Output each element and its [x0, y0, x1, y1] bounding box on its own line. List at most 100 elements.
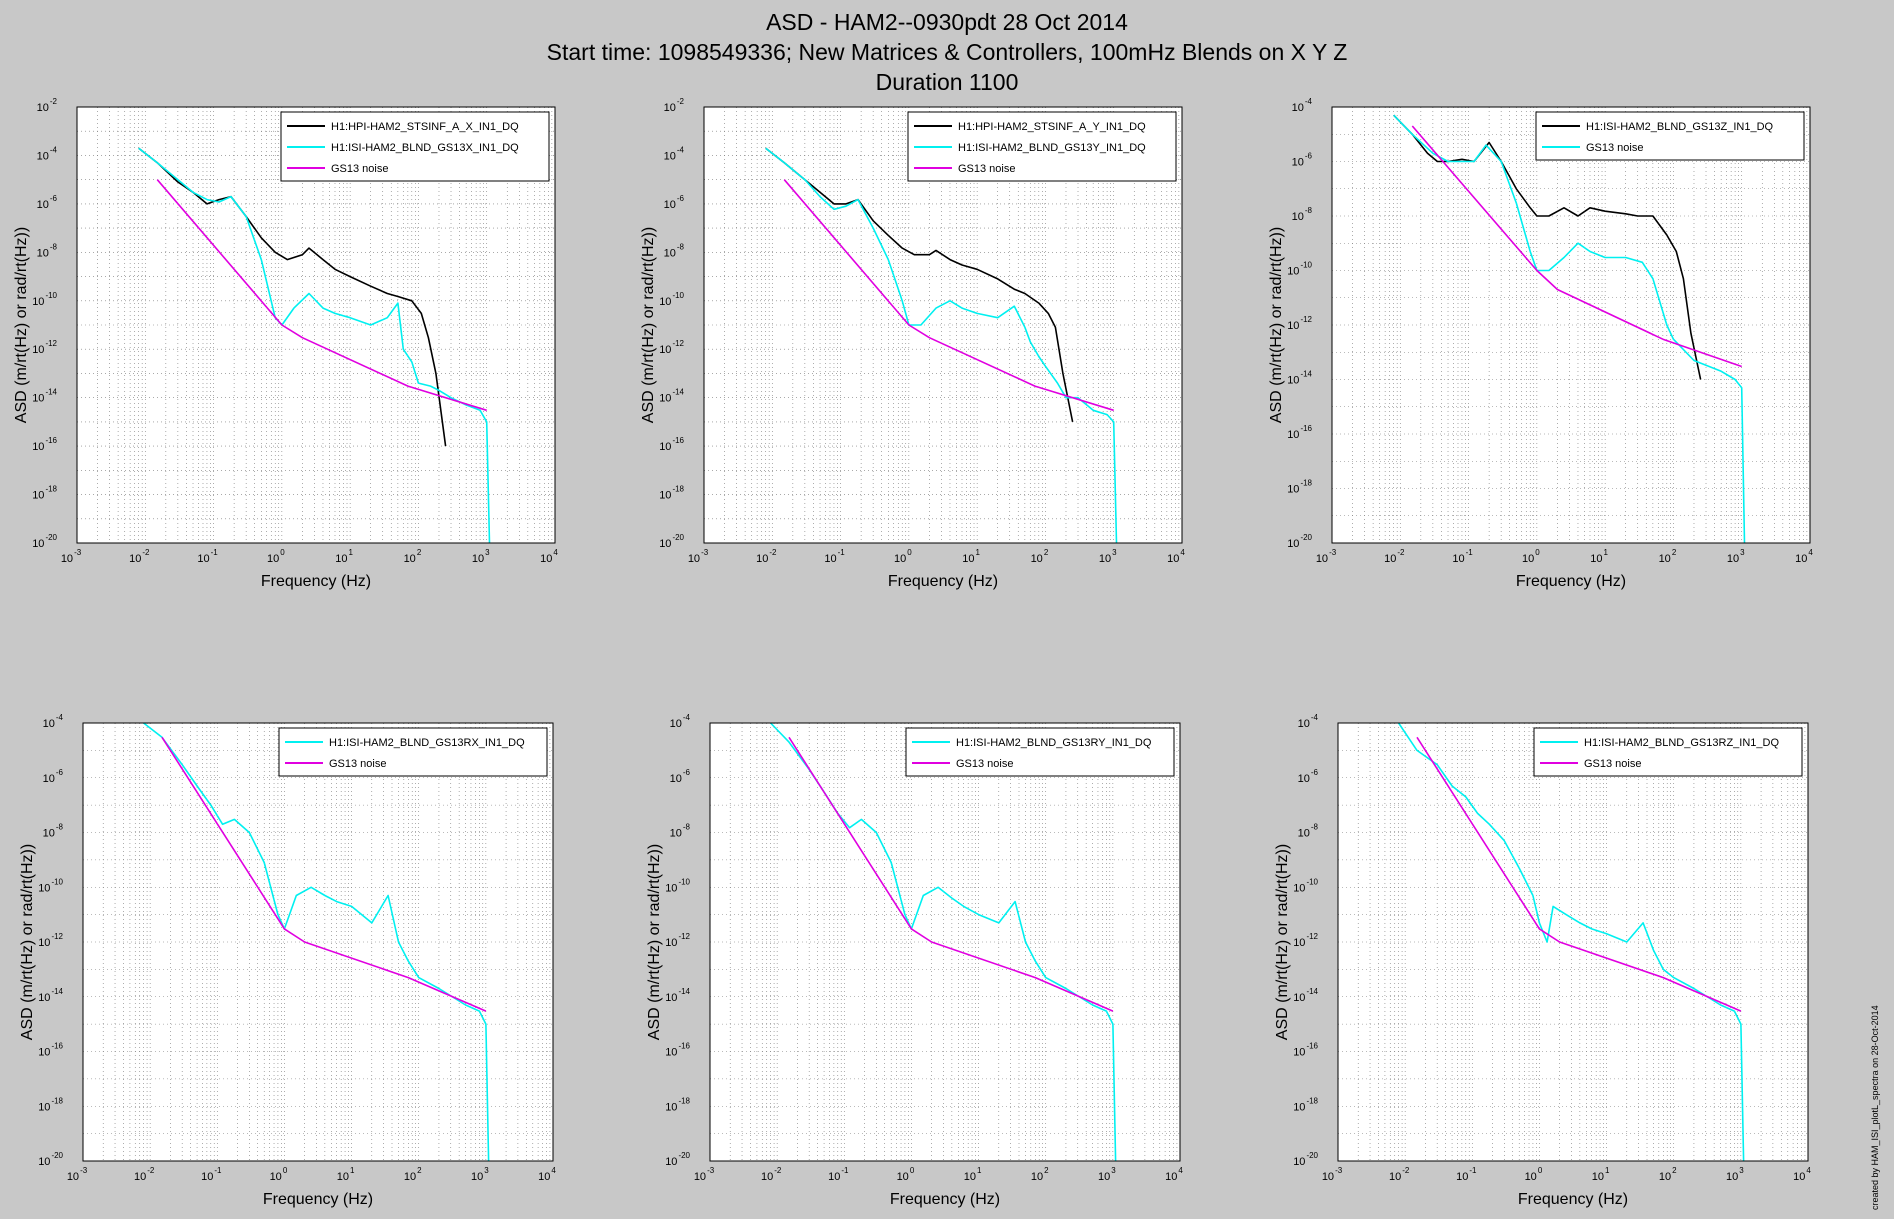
legend-entry: GS13 noise: [956, 758, 1013, 770]
y-tick-label: 10-8: [43, 823, 64, 840]
figure-duration: Duration 1100: [875, 69, 1019, 95]
x-tick-exponent: 3: [1740, 548, 1745, 557]
y-tick-exponent: -14: [45, 388, 57, 397]
x-tick-label: 103: [472, 548, 490, 565]
y-axis-label: ASD (m/rt(Hz) or rad/rt(Hz)): [13, 227, 30, 423]
chart-1: 10-310-210-110010110210310410-2010-1810-…: [13, 97, 558, 590]
x-tick-exponent: -3: [80, 1166, 88, 1175]
legend-box: [1535, 111, 1805, 161]
y-tick-exponent: -16: [672, 436, 684, 445]
legend-entry: GS13 noise: [1584, 758, 1641, 770]
y-tick-label: 10-20: [32, 533, 57, 550]
x-axis-label: Frequency (Hz): [1518, 1191, 1628, 1208]
y-tick-exponent: -18: [678, 1096, 690, 1105]
figure-subtitle: Start time: 1098549336; New Matrices & C…: [546, 39, 1348, 65]
y-tick-exponent: -12: [1300, 315, 1312, 324]
series-line: [143, 722, 490, 1162]
y-tick-label: 10-6: [43, 768, 64, 785]
y-tick-label: 10-20: [1287, 533, 1312, 550]
y-tick-label: 10-8: [664, 242, 685, 259]
x-tick-exponent: -2: [1397, 548, 1405, 557]
legend-entry: H1:ISI-HAM2_BLND_GS13Y_IN1_DQ: [958, 142, 1146, 154]
x-tick-label: 10-3: [67, 1166, 88, 1183]
x-tick-label: 10-3: [688, 548, 709, 565]
x-tick-label: 10-2: [134, 1166, 155, 1183]
x-tick-exponent: 3: [485, 548, 490, 557]
y-tick-label: 10-2: [37, 97, 58, 114]
x-tick-exponent: 4: [1180, 548, 1185, 557]
y-tick-label: 10-10: [1293, 877, 1318, 894]
y-tick-exponent: -10: [51, 877, 63, 886]
y-tick-exponent: -12: [45, 339, 57, 348]
legend: H1:HPI-HAM2_STSINF_A_X_IN1_DQ H1:ISI-HAM2…: [280, 111, 550, 182]
x-tick-exponent: -2: [769, 548, 777, 557]
y-tick-exponent: -10: [1300, 261, 1312, 270]
y-tick-label: 10-2: [664, 97, 685, 114]
y-axis-label: ASD (m/rt(Hz) or rad/rt(Hz)): [1274, 844, 1291, 1040]
y-tick-label: 10-16: [32, 436, 57, 453]
legend-entry: H1:HPI-HAM2_STSINF_A_Y_IN1_DQ: [958, 121, 1146, 133]
x-tick-label: 10-3: [694, 1166, 715, 1183]
y-tick-exponent: -20: [45, 533, 57, 542]
series-line: [765, 147, 1074, 423]
x-tick-label: 10-1: [1452, 548, 1473, 565]
y-tick-exponent: -6: [683, 768, 691, 777]
y-tick-label: 10-16: [659, 436, 684, 453]
x-tick-exponent: 0: [283, 1166, 288, 1175]
y-tick-label: 10-10: [659, 291, 684, 308]
x-tick-label: 10-2: [1389, 1166, 1410, 1183]
y-tick-label: 10-4: [1298, 713, 1319, 730]
x-tick-exponent: -3: [701, 548, 709, 557]
y-tick-label: 10-6: [1292, 152, 1313, 169]
legend-box: [280, 111, 550, 182]
x-tick-label: 10-2: [129, 548, 150, 565]
legend-entry: H1:ISI-HAM2_BLND_GS13RX_IN1_DQ: [329, 737, 525, 749]
series-line: [138, 147, 491, 544]
y-tick-label: 10-20: [665, 1151, 690, 1168]
y-tick-label: 10-4: [664, 145, 685, 162]
chart-3: 10-310-210-110010110210310410-2010-1810-…: [1268, 97, 1813, 590]
x-axis-label: Frequency (Hz): [1516, 573, 1626, 590]
x-tick-exponent: -3: [707, 1166, 715, 1175]
plot-area: [1332, 107, 1810, 543]
x-tick-exponent: -1: [1466, 548, 1474, 557]
y-tick-label: 10-8: [1298, 823, 1319, 840]
x-tick-exponent: 0: [280, 548, 285, 557]
legend-box: [907, 111, 1177, 182]
x-tick-label: 103: [1727, 548, 1745, 565]
x-tick-exponent: 2: [417, 1166, 422, 1175]
y-tick-exponent: -16: [45, 436, 57, 445]
y-tick-exponent: -4: [683, 713, 691, 722]
x-tick-label: 10-2: [1384, 548, 1405, 565]
y-tick-label: 10-8: [670, 823, 691, 840]
x-tick-label: 102: [1031, 1166, 1049, 1183]
y-tick-exponent: -14: [1300, 370, 1312, 379]
y-tick-label: 10-4: [37, 145, 58, 162]
x-tick-exponent: -2: [774, 1166, 782, 1175]
y-tick-label: 10-10: [1287, 261, 1312, 278]
y-tick-label: 10-12: [1293, 932, 1318, 949]
legend: H1:HPI-HAM2_STSINF_A_Y_IN1_DQ H1:ISI-HAM2…: [907, 111, 1177, 182]
x-tick-label: 101: [1592, 1166, 1610, 1183]
x-tick-exponent: -1: [1469, 1166, 1477, 1175]
y-tick-exponent: -2: [50, 97, 58, 106]
y-tick-exponent: -6: [1305, 152, 1313, 161]
x-axis-label: Frequency (Hz): [888, 573, 998, 590]
figure-title: ASD - HAM2--0930pdt 28 Oct 2014: [766, 9, 1128, 35]
legend: H1:ISI-HAM2_BLND_GS13RY_IN1_DQ GS13 noise: [905, 727, 1175, 777]
y-tick-label: 10-16: [38, 1042, 63, 1059]
y-tick-exponent: -14: [678, 987, 690, 996]
x-tick-exponent: 3: [1739, 1166, 1744, 1175]
y-tick-exponent: -2: [677, 97, 685, 106]
x-tick-label: 104: [1793, 1166, 1811, 1183]
y-tick-exponent: -8: [50, 242, 58, 251]
x-tick-label: 100: [894, 548, 912, 565]
x-tick-label: 101: [964, 1166, 982, 1183]
y-tick-exponent: -6: [56, 768, 64, 777]
y-tick-exponent: -18: [1306, 1096, 1318, 1105]
y-tick-exponent: -12: [51, 932, 63, 941]
series-line: [1397, 722, 1745, 1162]
y-tick-label: 10-20: [1293, 1151, 1318, 1168]
y-tick-label: 10-16: [1287, 424, 1312, 441]
